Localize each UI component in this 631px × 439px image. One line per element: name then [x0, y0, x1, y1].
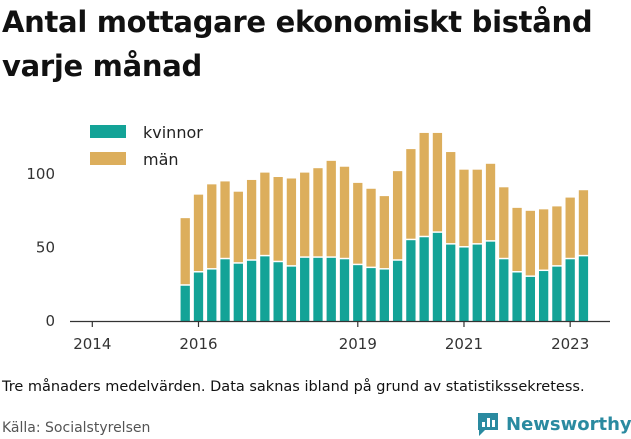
bar-kvinnor	[432, 232, 443, 321]
x-tick-label: 2016	[179, 335, 217, 353]
bar-man	[419, 132, 429, 236]
bar-man	[512, 207, 522, 272]
bar-kvinnor	[233, 263, 243, 321]
bar-kvinnor	[552, 266, 562, 321]
bar-kvinnor	[459, 247, 469, 321]
bar-kvinnor	[485, 241, 496, 321]
x-axis: 2014 2016 2019 2021 2023	[70, 320, 610, 353]
bar-man	[432, 132, 443, 232]
bar-kvinnor	[353, 265, 363, 321]
legend-swatch	[90, 152, 126, 165]
x-tick-label: 2014	[73, 335, 111, 353]
bar-kvinnor	[366, 268, 376, 321]
bar-man	[565, 197, 575, 258]
stacked-bar-chart: 0 50 100 2014 2016 2019 2021 2023 kvinnor män	[26, 123, 610, 353]
bar-kvinnor	[578, 256, 589, 321]
source-label: Källa: Socialstyrelsen	[2, 420, 151, 436]
bar-man	[220, 181, 230, 258]
y-tick-label: 100	[26, 165, 55, 183]
bar-kvinnor	[313, 257, 323, 321]
bar-man	[273, 177, 283, 261]
legend-swatch	[90, 125, 126, 138]
bar-kvinnor	[446, 244, 456, 321]
bar-man	[246, 179, 257, 260]
legend: kvinnor män	[90, 123, 203, 169]
bar-man	[379, 196, 389, 269]
bar-man	[353, 182, 363, 264]
x-tick-label: 2019	[339, 335, 377, 353]
bar-man	[207, 184, 217, 269]
bar-kvinnor	[512, 272, 522, 321]
bars	[180, 132, 589, 321]
brand-logo: Newsworthy	[476, 409, 631, 439]
bar-man	[472, 169, 482, 244]
bar-man	[499, 187, 509, 258]
bar-man	[180, 218, 190, 285]
y-tick-label: 50	[36, 239, 55, 257]
bar-man	[392, 171, 403, 260]
bar-man	[578, 190, 589, 255]
bar-kvinnor	[286, 266, 297, 321]
bar-kvinnor	[525, 276, 535, 321]
bar-kvinnor	[326, 257, 336, 321]
bar-kvinnor	[472, 244, 482, 321]
bar-kvinnor	[220, 259, 230, 321]
legend-label: kvinnor	[143, 123, 203, 142]
bar-kvinnor	[499, 259, 509, 321]
chart-title: Antal mottagare ekonomiskt bistånd varje…	[2, 5, 593, 83]
newsworthy-chat-chart-icon	[478, 413, 498, 436]
bar-man	[366, 188, 376, 267]
bar-man	[313, 168, 323, 257]
bar-man	[233, 191, 243, 263]
x-tick-label: 2021	[445, 335, 483, 353]
footnote: Tre månaders medelvärden. Data saknas ib…	[2, 379, 585, 395]
bar-man	[525, 210, 535, 276]
bar-man	[326, 160, 336, 257]
bar-man	[552, 206, 562, 266]
bar-man	[193, 194, 204, 272]
bar-kvinnor	[180, 285, 190, 321]
bar-kvinnor	[246, 260, 257, 321]
bar-kvinnor	[538, 271, 549, 321]
bar-man	[339, 166, 350, 258]
bar-man	[406, 149, 416, 239]
bar-kvinnor	[193, 272, 204, 321]
bar-kvinnor	[379, 269, 389, 321]
bar-man	[300, 172, 310, 257]
bar-kvinnor	[260, 256, 270, 321]
bar-kvinnor	[406, 240, 416, 321]
bar-man	[485, 163, 496, 241]
bar-kvinnor	[339, 259, 350, 321]
brand-name: Newsworthy	[506, 413, 631, 435]
y-axis: 0 50 100	[26, 165, 55, 330]
bar-man	[538, 209, 549, 270]
bar-man	[260, 172, 270, 255]
bar-kvinnor	[419, 237, 429, 321]
bar-kvinnor	[207, 269, 217, 321]
bar-kvinnor	[392, 260, 403, 321]
bar-man	[459, 169, 469, 247]
legend-label: män	[143, 150, 179, 169]
bar-kvinnor	[565, 259, 575, 321]
x-tick-label: 2023	[551, 335, 589, 353]
bar-kvinnor	[273, 262, 283, 321]
bar-kvinnor	[300, 257, 310, 321]
y-tick-label: 0	[45, 312, 55, 330]
bar-man	[446, 152, 456, 244]
bar-man	[286, 178, 297, 266]
